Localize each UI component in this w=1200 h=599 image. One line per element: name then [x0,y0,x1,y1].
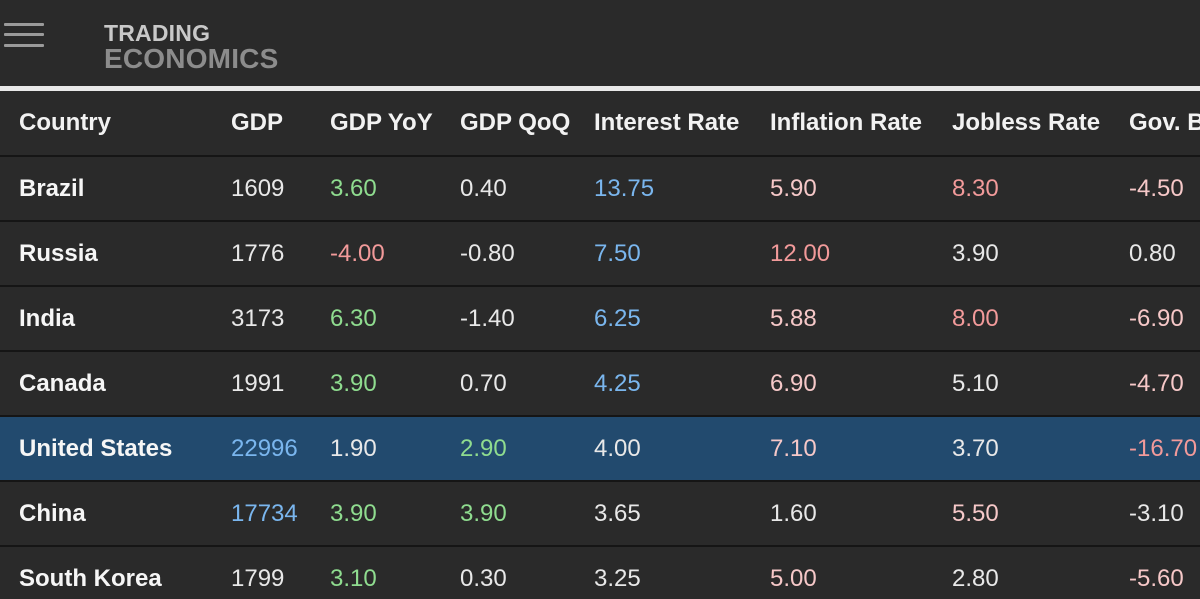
cell-gdp-yoy[interactable]: 6.30 [330,304,377,332]
col-header-country[interactable]: Country [19,109,111,136]
cell-gov-budget[interactable]: -4.70 [1129,369,1184,397]
cell-gdp-yoy[interactable]: 1.90 [330,434,377,462]
country-link[interactable]: South Korea [19,564,162,592]
country-link[interactable]: Canada [19,369,106,397]
cell-interest-rate[interactable]: 3.65 [594,499,641,527]
cell-gdp-yoy[interactable]: 3.90 [330,499,377,527]
col-header-jobless-rate[interactable]: Jobless Rate [952,109,1101,136]
cell-gdp-qoq[interactable]: -1.40 [460,304,515,332]
cell-jobless-rate[interactable]: 5.50 [952,499,999,527]
cell-gdp[interactable]: 1991 [231,369,285,397]
cell-gov-budget[interactable]: -3.10 [1129,499,1184,527]
cell-inflation-rate[interactable]: 5.00 [770,564,817,592]
logo-line2: ECONOMICS [104,43,279,74]
logo-line1: TRADING [104,20,211,46]
table-row[interactable]: Russia 1776 -4.00 -0.80 7.50 12.00 3.90 … [0,221,1200,286]
cell-inflation-rate[interactable]: 5.88 [770,304,817,332]
cell-interest-rate[interactable]: 6.25 [594,304,641,332]
cell-gdp-yoy[interactable]: -4.00 [330,239,385,267]
cell-gov-budget[interactable]: -4.50 [1129,174,1184,202]
top-bar: TRADING ECONOMICS [0,0,1200,86]
cell-interest-rate[interactable]: 7.50 [594,239,641,267]
cell-inflation-rate[interactable]: 6.90 [770,369,817,397]
country-link[interactable]: Russia [19,239,98,267]
table-row[interactable]: Brazil 1609 3.60 0.40 13.75 5.90 8.30 -4… [0,156,1200,221]
cell-gdp[interactable]: 1799 [231,564,285,592]
col-header-gdp-yoy[interactable]: GDP YoY [330,109,433,136]
cell-jobless-rate[interactable]: 2.80 [952,564,999,592]
cell-gdp[interactable]: 3173 [231,304,285,332]
cell-gov-budget[interactable]: -6.90 [1129,304,1184,332]
table-row[interactable]: India 3173 6.30 -1.40 6.25 5.88 8.00 -6.… [0,286,1200,351]
cell-gov-budget[interactable]: -16.70 [1129,434,1198,462]
table-row[interactable]: Canada 1991 3.90 0.70 4.25 6.90 5.10 -4.… [0,351,1200,416]
cell-gdp-qoq[interactable]: 0.30 [460,564,507,592]
cell-gdp-yoy[interactable]: 3.10 [330,564,377,592]
cell-gdp[interactable]: 1776 [231,239,285,267]
cell-inflation-rate[interactable]: 5.90 [770,174,817,202]
cell-jobless-rate[interactable]: 3.90 [952,239,999,267]
hamburger-menu-icon[interactable] [4,23,44,49]
cell-jobless-rate[interactable]: 8.30 [952,174,999,202]
cell-gdp[interactable]: 1609 [231,174,285,202]
cell-inflation-rate[interactable]: 1.60 [770,499,817,527]
cell-gdp-qoq[interactable]: 0.40 [460,174,507,202]
cell-inflation-rate[interactable]: 12.00 [770,239,831,267]
indicators-table: Country GDP GDP YoY GDP QoQ Interest Rat… [0,91,1200,599]
col-header-gdp-qoq[interactable]: GDP QoQ [460,109,571,136]
cell-interest-rate[interactable]: 3.25 [594,564,641,592]
table-header-row: Country GDP GDP YoY GDP QoQ Interest Rat… [0,91,1200,156]
col-header-gdp[interactable]: GDP [231,109,284,136]
col-header-inflation-rate[interactable]: Inflation Rate [770,109,923,136]
cell-gov-budget[interactable]: -5.60 [1129,564,1184,592]
country-link[interactable]: China [19,499,86,527]
cell-gdp-qoq[interactable]: -0.80 [460,239,515,267]
cell-interest-rate[interactable]: 4.00 [594,434,641,462]
cell-gdp-qoq[interactable]: 2.90 [460,434,507,462]
table-row[interactable]: China 17734 3.90 3.90 3.65 1.60 5.50 -3.… [0,481,1200,546]
cell-jobless-rate[interactable]: 5.10 [952,369,999,397]
country-link[interactable]: Brazil [19,174,85,202]
table-row[interactable]: South Korea 1799 3.10 0.30 3.25 5.00 2.8… [0,546,1200,599]
country-link[interactable]: India [19,304,76,332]
cell-jobless-rate[interactable]: 3.70 [952,434,999,462]
country-link[interactable]: United States [19,434,173,462]
cell-gdp-qoq[interactable]: 0.70 [460,369,507,397]
cell-inflation-rate[interactable]: 7.10 [770,434,817,462]
cell-gdp-qoq[interactable]: 3.90 [460,499,507,527]
col-header-interest-rate[interactable]: Interest Rate [594,109,740,136]
cell-interest-rate[interactable]: 13.75 [594,174,655,202]
table-row-highlighted[interactable]: United States 22996 1.90 2.90 4.00 7.10 … [0,416,1200,481]
cell-gdp-yoy[interactable]: 3.90 [330,369,377,397]
header-divider [0,86,1200,91]
cell-gdp[interactable]: 22996 [231,434,298,462]
logo[interactable]: TRADING ECONOMICS [104,22,278,73]
cell-gdp[interactable]: 17734 [231,499,298,527]
cell-gov-budget[interactable]: 0.80 [1129,239,1176,267]
cell-interest-rate[interactable]: 4.25 [594,369,641,397]
cell-jobless-rate[interactable]: 8.00 [952,304,999,332]
cell-gdp-yoy[interactable]: 3.60 [330,174,377,202]
col-header-gov-budget[interactable]: Gov. B [1129,109,1200,136]
